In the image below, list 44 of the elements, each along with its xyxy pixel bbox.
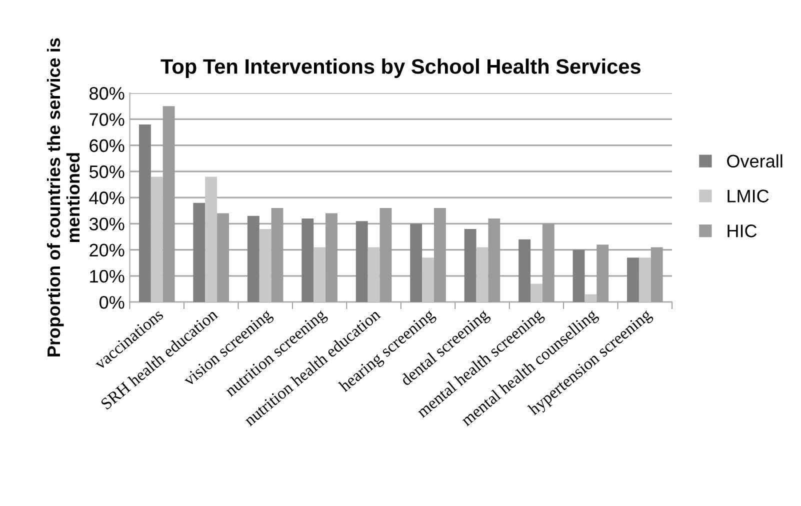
bar [422, 258, 434, 302]
y-axis-title: Proportion of countries the service is mentioned [46, 38, 80, 356]
y-tick-label: 70% [90, 113, 124, 126]
legend-label: LMIC [728, 190, 769, 202]
bar [530, 284, 542, 302]
bar [434, 208, 446, 302]
bar [488, 218, 500, 302]
bar [464, 228, 476, 302]
bar [247, 216, 260, 302]
bar [596, 244, 609, 302]
bar [150, 176, 163, 302]
y-tick-label: 20% [90, 244, 124, 257]
bar [302, 218, 314, 302]
y-tick-label: 80% [90, 87, 124, 100]
bar [410, 224, 422, 302]
bar [314, 247, 326, 302]
y-tick-label: 0% [100, 296, 124, 309]
bar [368, 247, 380, 302]
legend-label: Overall [727, 154, 782, 168]
bar [271, 208, 284, 302]
y-tick-label: 40% [89, 192, 124, 204]
y-tick-label: 50% [89, 165, 124, 178]
bar [162, 106, 175, 302]
bar [193, 202, 206, 302]
y-tick-label: 10% [90, 270, 124, 283]
bar [584, 294, 597, 302]
bar [572, 250, 585, 302]
bar [650, 247, 663, 302]
legend-label: HIC [728, 224, 757, 238]
bar [518, 239, 531, 302]
bar [476, 247, 488, 302]
bar [326, 213, 338, 302]
bar [138, 124, 151, 302]
y-tick-label: 60% [90, 139, 124, 152]
chart-title: Top Ten Interventions by School Health Services [160, 58, 640, 78]
bar [356, 221, 368, 302]
y-tick-label: 30% [89, 218, 124, 230]
bar [542, 224, 554, 302]
bar [638, 258, 651, 302]
bar [380, 208, 392, 302]
bar [259, 228, 272, 302]
bar [205, 176, 218, 302]
bar [217, 213, 229, 302]
bar [627, 258, 639, 302]
